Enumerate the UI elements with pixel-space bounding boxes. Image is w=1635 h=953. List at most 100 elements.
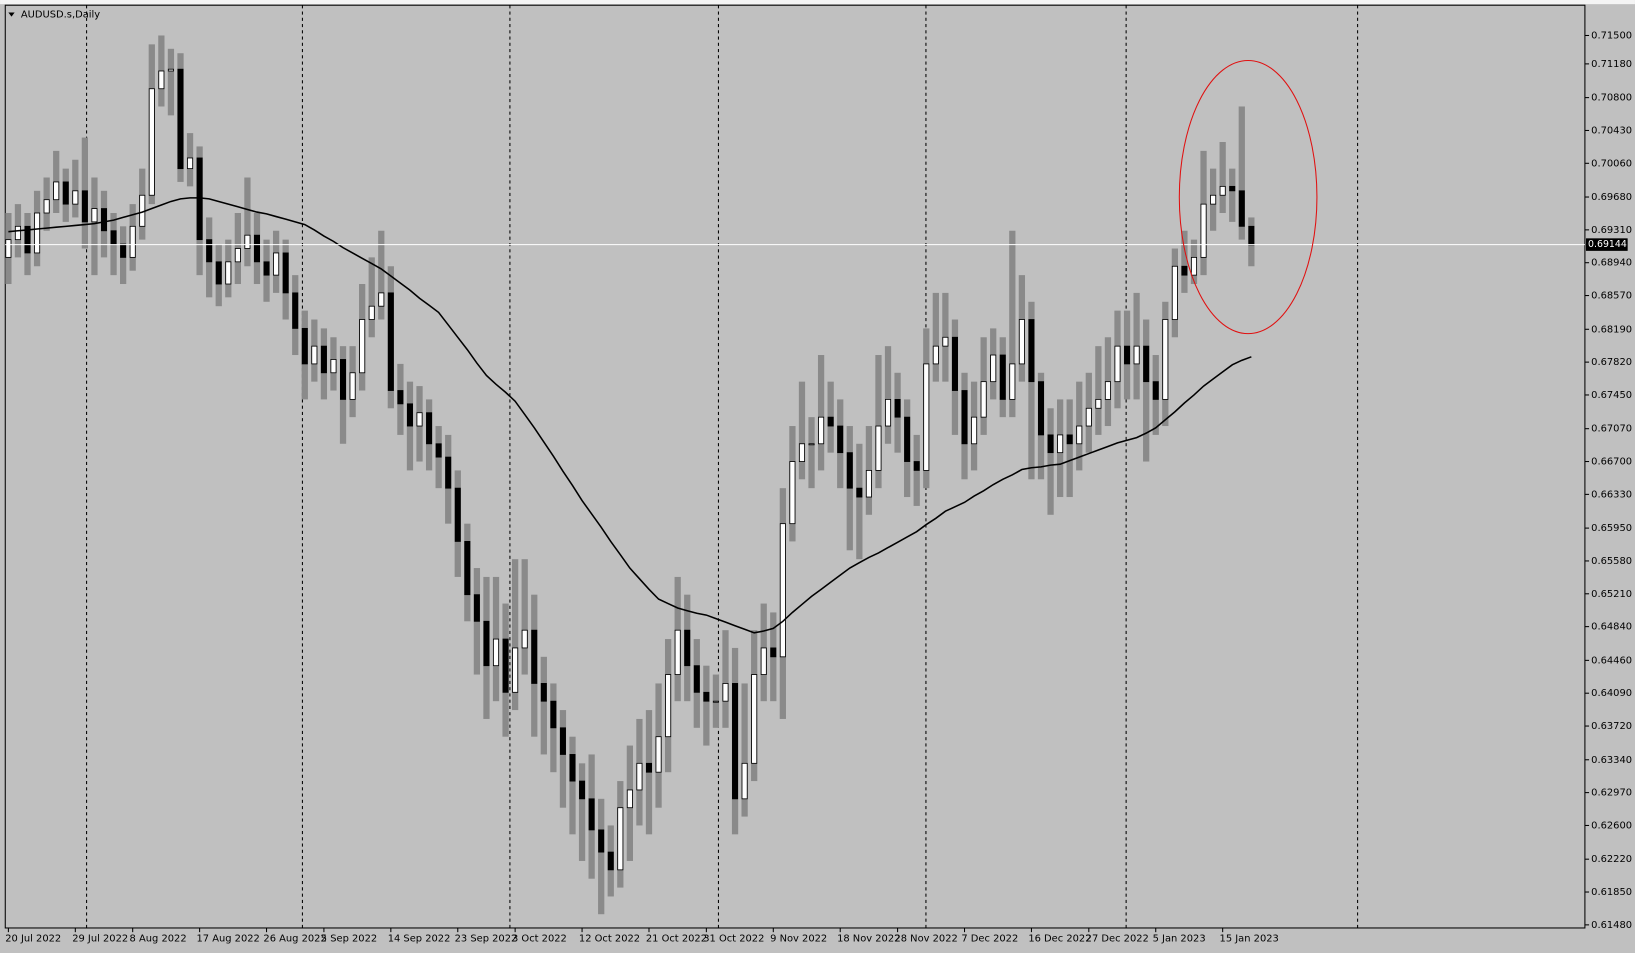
- candle-wick: [167, 48, 175, 116]
- highlight-ellipse: [1178, 59, 1318, 335]
- candle-body: [320, 345, 327, 374]
- candle-body: [818, 416, 825, 445]
- candle-body: [1248, 225, 1255, 246]
- y-tick-label: 0.62970: [1591, 788, 1632, 799]
- candle-body: [865, 469, 872, 498]
- candle-body: [1018, 319, 1025, 365]
- candle-wick: [91, 177, 98, 276]
- candle-body: [1124, 345, 1131, 365]
- candle-body: [1219, 185, 1226, 196]
- x-tick-label: 26 Aug 2022: [263, 933, 326, 944]
- candle-body: [72, 190, 79, 205]
- y-tick-label: 0.69680: [1591, 192, 1632, 203]
- candle-body: [894, 398, 901, 418]
- candle-body: [253, 234, 261, 263]
- candle-body: [5, 239, 12, 258]
- candle-body: [531, 629, 538, 684]
- candle-wick: [1028, 301, 1035, 480]
- candle-body: [1152, 381, 1159, 400]
- candle-wick: [559, 710, 567, 808]
- candle-body: [1143, 345, 1150, 383]
- y-tick-label: 0.71180: [1591, 59, 1632, 70]
- candle-body: [1181, 265, 1188, 276]
- y-tick-label: 0.66700: [1591, 457, 1632, 468]
- candle-body: [406, 403, 413, 427]
- candle-body: [14, 225, 21, 241]
- candle-body: [416, 412, 423, 427]
- y-tick-label: 0.66330: [1591, 489, 1632, 500]
- candle-body: [665, 674, 672, 738]
- candle-body: [607, 851, 614, 871]
- candle-body: [464, 541, 471, 596]
- chart-title: AUDUSD.s,Daily: [21, 10, 100, 21]
- moving-average: [8, 197, 1252, 634]
- candle-wick: [817, 355, 825, 471]
- menu-arrow[interactable]: [8, 12, 15, 17]
- candle-body: [177, 68, 184, 170]
- candle-body: [770, 647, 777, 658]
- candle-wick: [856, 443, 863, 560]
- x-tick-label: 8 Aug 2022: [130, 933, 187, 944]
- x-tick-label: 9 Nov 2022: [770, 933, 827, 944]
- candle-body: [779, 523, 786, 658]
- x-tick-label: 5 Sep 2022: [321, 933, 377, 944]
- candle-body: [1210, 194, 1217, 205]
- candle-body: [158, 70, 165, 90]
- candle-body: [1009, 363, 1016, 400]
- candle-wick: [1143, 319, 1150, 462]
- candle-body: [741, 762, 748, 800]
- candle-body: [368, 305, 375, 320]
- x-tick-label: 17 Aug 2022: [196, 933, 259, 944]
- top-strip: [0, 0, 1635, 5]
- x-tick-label: 29 Jul 2022: [72, 933, 128, 944]
- candle-body: [1190, 256, 1198, 276]
- candle-body: [301, 327, 308, 365]
- candle-wick: [808, 417, 815, 489]
- candle-body: [1057, 434, 1064, 454]
- candle-body: [282, 252, 289, 294]
- candle-body: [473, 594, 480, 622]
- candle-body: [617, 807, 624, 871]
- candle-body: [426, 412, 433, 445]
- candle-wick: [1181, 230, 1188, 293]
- candle-body: [24, 225, 31, 254]
- candle-body: [971, 416, 978, 445]
- y-tick-label: 0.67820: [1591, 357, 1632, 368]
- y-tick-label: 0.62600: [1591, 820, 1632, 831]
- candle-body: [273, 252, 280, 276]
- marks: [5, 35, 1585, 915]
- x-tick-label: 18 Nov 2022: [837, 933, 900, 944]
- candle-body: [445, 456, 452, 489]
- x-tick-label: 20 Jul 2022: [5, 933, 61, 944]
- y-tick-label: 0.67450: [1591, 390, 1632, 401]
- x-tick-label: 7 Dec 2022: [961, 933, 1018, 944]
- candle-body: [1114, 345, 1121, 383]
- candle-body: [942, 336, 949, 347]
- candle-body: [808, 443, 815, 446]
- candle-body: [990, 354, 997, 383]
- candle-body: [1047, 434, 1054, 454]
- y-tick-label: 0.65580: [1591, 556, 1632, 567]
- candle-body: [550, 700, 557, 729]
- candle-body: [167, 68, 174, 72]
- candle-body: [378, 292, 385, 307]
- candle-wick: [1219, 141, 1226, 214]
- candle-wick: [540, 656, 547, 755]
- candle-body: [1028, 319, 1035, 383]
- x-tick-label: 27 Dec 2022: [1086, 933, 1149, 944]
- y-tick-label: 0.70430: [1591, 125, 1632, 136]
- candle-body: [206, 239, 213, 263]
- candle-body: [330, 359, 337, 374]
- candle-body: [913, 461, 920, 471]
- candle-wick: [741, 683, 748, 817]
- candle-body: [846, 452, 853, 489]
- candle-body: [387, 292, 394, 391]
- candle-wick: [378, 230, 385, 320]
- candle-body: [540, 683, 547, 702]
- candle-body: [215, 261, 222, 285]
- candle-body: [885, 398, 892, 427]
- candle-body: [961, 390, 968, 445]
- y-tick-label: 0.64840: [1591, 622, 1632, 633]
- candle-body: [512, 647, 519, 693]
- x-tick-label: 12 Oct 2022: [579, 933, 640, 944]
